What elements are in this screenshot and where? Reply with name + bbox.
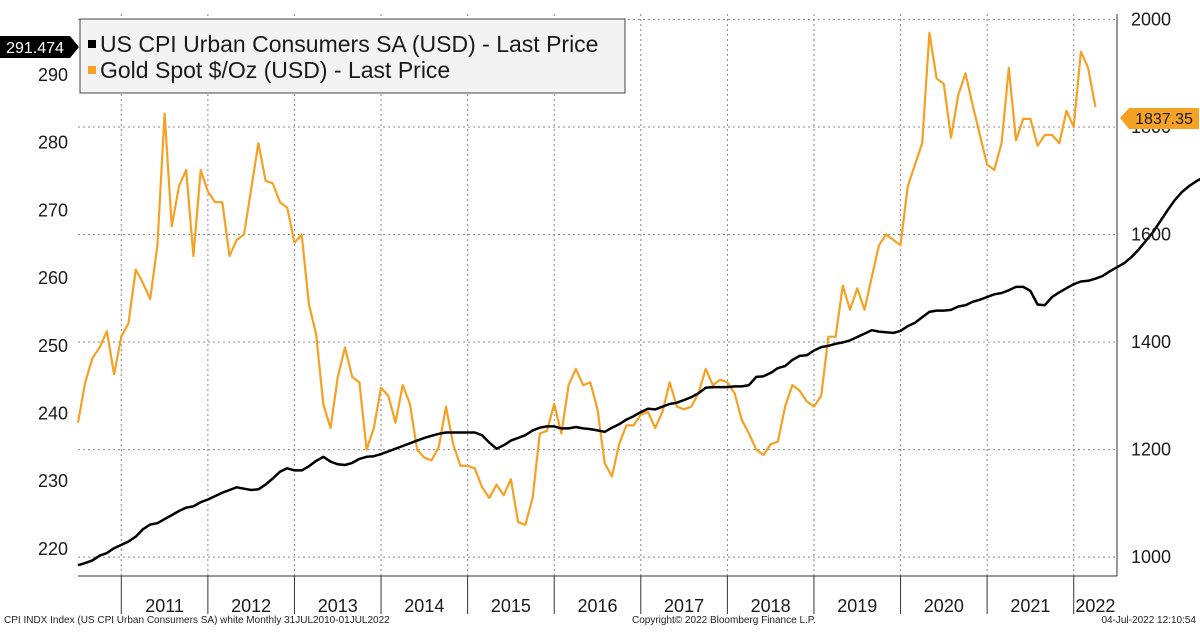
footer-copyright: Copyright© 2022 Bloomberg Finance L.P. (632, 615, 816, 626)
end-tag-gold: 1837.35 (1120, 108, 1199, 129)
x-tick-label: 2020 (924, 596, 964, 616)
series-layer (76, 31, 1200, 567)
x-tick-label: 2022 (1075, 596, 1115, 616)
legend-label-cpi: US CPI Urban Consumers SA (USD) - Last P… (100, 31, 598, 57)
x-tick-label: 2018 (751, 596, 791, 616)
right-tick-label: 2000 (1131, 9, 1171, 29)
right-tick-label: 1600 (1131, 224, 1171, 244)
end-tag-cpi-value: 291.474 (6, 40, 64, 57)
left-tick-label: 240 (38, 403, 68, 423)
left-tick-label: 250 (38, 336, 68, 356)
x-tick-label: 2013 (318, 596, 358, 616)
x-tick-label: 2015 (491, 596, 531, 616)
x-tick-label: 2016 (577, 596, 617, 616)
left-axis: 220 230 240 250 260 270 280 290 (38, 65, 68, 559)
footer-timestamp: 04-Jul-2022 12:10:54 (1101, 615, 1196, 626)
grid-lines (78, 14, 1117, 576)
end-tag-cpi: 291.474 (0, 36, 79, 58)
legend-swatch-cpi (88, 40, 96, 48)
x-tick-label: 2021 (1010, 596, 1050, 616)
end-tag-gold-value: 1837.35 (1135, 111, 1193, 128)
left-tick-label: 220 (38, 539, 68, 559)
legend-label-gold: Gold Spot $/Oz (USD) - Last Price (100, 57, 450, 83)
left-tick-label: 280 (38, 133, 68, 153)
x-tick-label: 2014 (404, 596, 444, 616)
right-axis: 100012001400160018002000 (1131, 9, 1171, 567)
footer-source: CPI INDX Index (US CPI Urban Consumers S… (4, 615, 390, 626)
left-tick-label: 260 (38, 268, 68, 288)
x-tick-label: 2017 (664, 596, 704, 616)
x-tick-label: 2019 (837, 596, 877, 616)
end-tag-gold-shape (1120, 108, 1199, 129)
legend: US CPI Urban Consumers SA (USD) - Last P… (79, 18, 626, 94)
x-tick-label: 2011 (145, 596, 184, 616)
x-axis: 2011 2012 2013 2014 2015 2016 2017 2018 2019 2020… (145, 596, 1115, 616)
legend-box (79, 18, 626, 94)
legend-swatch-gold (88, 66, 96, 74)
left-tick-label: 290 (38, 65, 68, 85)
series-line-gold (76, 31, 1097, 527)
series-line-cpi (77, 177, 1200, 567)
end-tag-cpi-shape (0, 36, 79, 58)
year-separators (78, 14, 1118, 614)
left-tick-label: 270 (38, 200, 68, 220)
right-tick-label: 1400 (1131, 332, 1171, 352)
right-tick-label: 1200 (1131, 440, 1171, 460)
left-tick-label: 230 (38, 471, 68, 491)
right-tick-label: 1000 (1131, 547, 1171, 567)
x-tick-label: 2012 (231, 596, 271, 616)
